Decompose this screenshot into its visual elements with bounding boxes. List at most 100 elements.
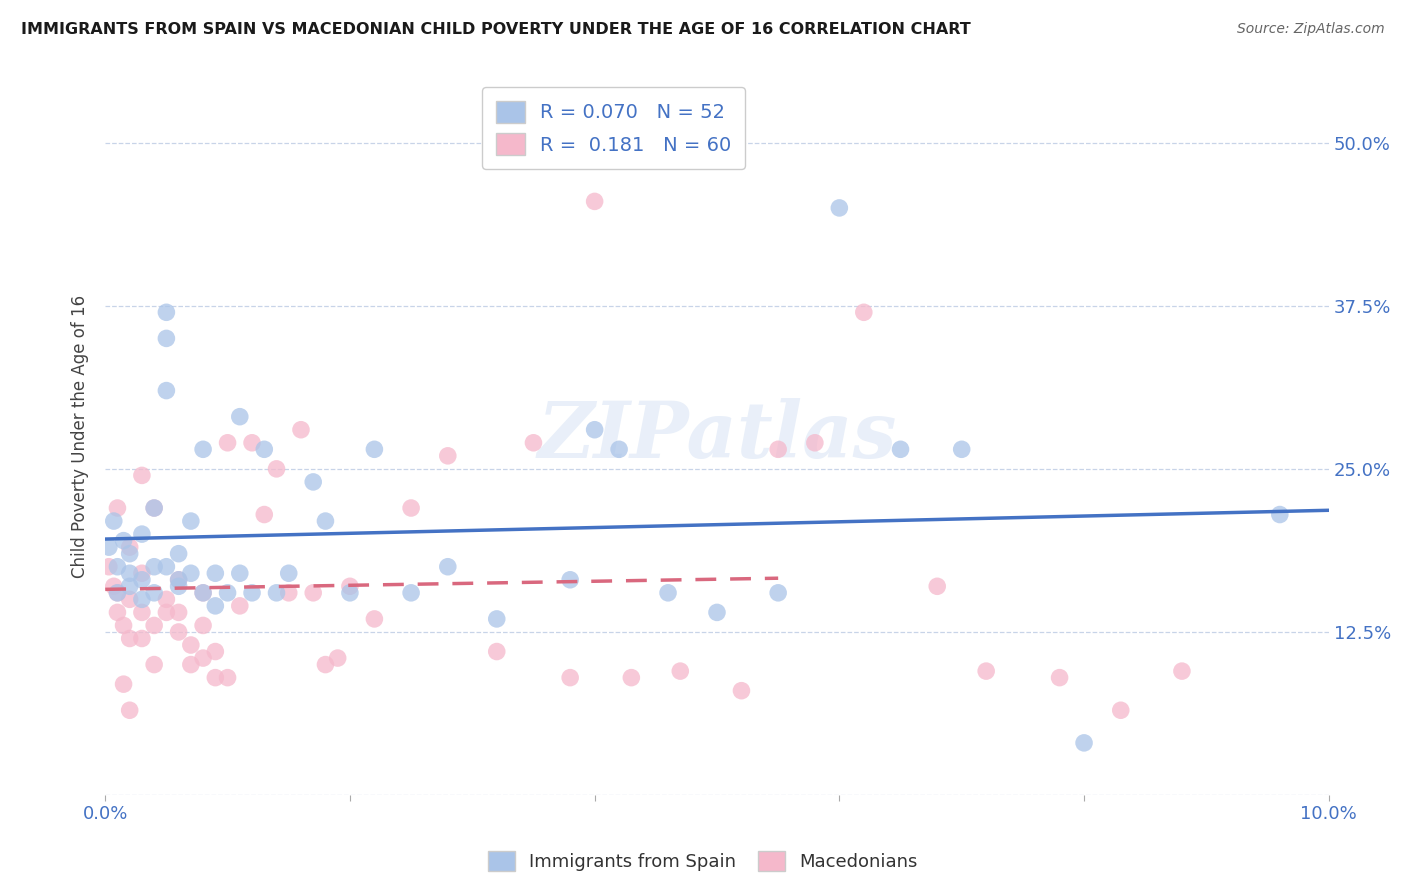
Point	[974, 664, 997, 678]
Point	[363, 442, 385, 457]
Point	[118, 540, 141, 554]
Legend: R = 0.070   N = 52, R =  0.181   N = 60: R = 0.070 N = 52, R = 0.181 N = 60	[482, 87, 745, 169]
Point	[155, 592, 177, 607]
Point	[266, 586, 288, 600]
Point	[204, 671, 226, 685]
Point	[180, 657, 202, 672]
Point	[103, 579, 125, 593]
Point	[560, 573, 582, 587]
Point	[302, 586, 325, 600]
Point	[217, 671, 239, 685]
Point	[143, 657, 166, 672]
Point	[155, 606, 177, 620]
Point	[657, 586, 679, 600]
Point	[217, 586, 239, 600]
Point	[204, 644, 226, 658]
Point	[314, 514, 336, 528]
Point	[143, 559, 166, 574]
Point	[706, 606, 728, 620]
Point	[766, 586, 789, 600]
Point	[522, 435, 544, 450]
Point	[804, 435, 827, 450]
Point	[155, 559, 177, 574]
Point	[399, 501, 422, 516]
Point	[436, 449, 458, 463]
Point	[927, 579, 949, 593]
Point	[118, 592, 141, 607]
Point	[112, 533, 135, 548]
Point	[103, 514, 125, 528]
Point	[107, 586, 129, 600]
Point	[155, 331, 177, 345]
Point	[828, 201, 851, 215]
Point	[253, 508, 276, 522]
Point	[485, 612, 508, 626]
Point	[191, 586, 214, 600]
Point	[97, 559, 120, 574]
Point	[131, 632, 153, 646]
Point	[204, 599, 226, 613]
Point	[143, 501, 166, 516]
Point	[290, 423, 312, 437]
Point	[950, 442, 973, 457]
Point	[143, 501, 166, 516]
Point	[302, 475, 325, 489]
Point	[107, 501, 129, 516]
Point	[112, 618, 135, 632]
Point	[180, 566, 202, 581]
Point	[607, 442, 630, 457]
Point	[240, 586, 263, 600]
Point	[314, 657, 336, 672]
Point	[107, 559, 129, 574]
Point	[560, 671, 582, 685]
Point	[118, 547, 141, 561]
Point	[1171, 664, 1194, 678]
Point	[131, 527, 153, 541]
Point	[204, 566, 226, 581]
Point	[399, 586, 422, 600]
Point	[229, 409, 252, 424]
Point	[155, 305, 177, 319]
Point	[167, 573, 190, 587]
Point	[889, 442, 911, 457]
Point	[118, 703, 141, 717]
Point	[253, 442, 276, 457]
Point	[131, 566, 153, 581]
Point	[131, 573, 153, 587]
Point	[1109, 703, 1132, 717]
Point	[326, 651, 349, 665]
Point	[118, 632, 141, 646]
Point	[155, 384, 177, 398]
Point	[167, 606, 190, 620]
Point	[143, 586, 166, 600]
Point	[229, 599, 252, 613]
Point	[131, 468, 153, 483]
Point	[131, 592, 153, 607]
Point	[363, 612, 385, 626]
Point	[339, 579, 361, 593]
Point	[107, 606, 129, 620]
Point	[277, 586, 299, 600]
Point	[730, 683, 752, 698]
Point	[118, 566, 141, 581]
Point	[583, 194, 606, 209]
Point	[766, 442, 789, 457]
Y-axis label: Child Poverty Under the Age of 16: Child Poverty Under the Age of 16	[72, 294, 89, 578]
Point	[191, 442, 214, 457]
Point	[852, 305, 875, 319]
Point	[180, 514, 202, 528]
Text: Source: ZipAtlas.com: Source: ZipAtlas.com	[1237, 22, 1385, 37]
Point	[97, 540, 120, 554]
Point	[167, 547, 190, 561]
Point	[118, 579, 141, 593]
Point	[107, 586, 129, 600]
Point	[143, 618, 166, 632]
Point	[191, 586, 214, 600]
Point	[436, 559, 458, 574]
Point	[131, 606, 153, 620]
Point	[167, 573, 190, 587]
Point	[167, 624, 190, 639]
Point	[277, 566, 299, 581]
Point	[229, 566, 252, 581]
Point	[112, 677, 135, 691]
